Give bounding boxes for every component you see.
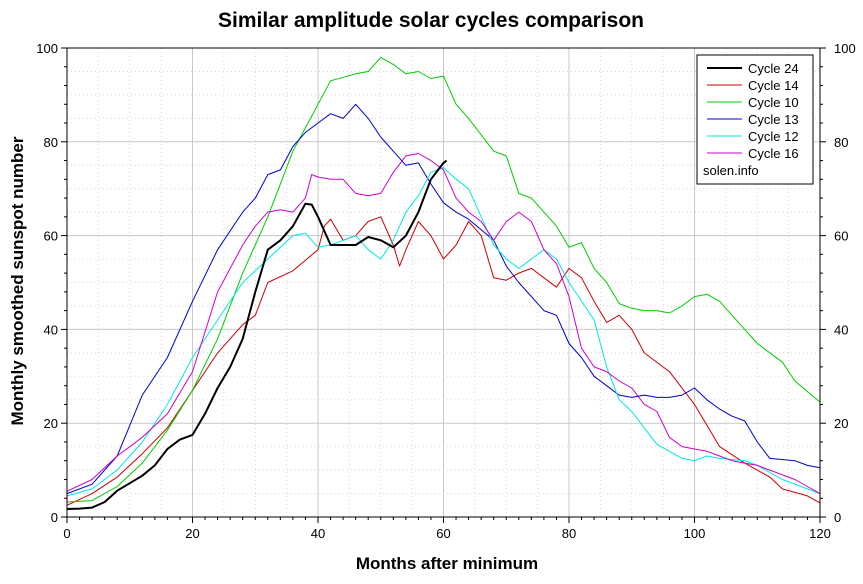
series-line-cycle-14: [66, 216, 821, 506]
y-tick-label-right: 0: [834, 510, 841, 525]
legend-label: Cycle 16: [748, 146, 799, 161]
series-line-cycle-16: [66, 153, 821, 495]
legend-label: Cycle 10: [748, 95, 799, 110]
x-tick-label: 20: [185, 526, 199, 541]
series-line-cycle-13: [66, 103, 821, 495]
x-tick-label: 80: [562, 526, 576, 541]
y-tick-label-left: 100: [36, 41, 58, 56]
chart-title: Similar amplitude solar cycles compariso…: [218, 9, 644, 32]
legend-label: Cycle 14: [748, 78, 799, 93]
y-tick-label-left: 20: [44, 416, 58, 431]
legend-label: Cycle 24: [748, 61, 799, 76]
plot-frame: [66, 47, 821, 518]
x-tick-label: 120: [809, 526, 831, 541]
x-tick-label: 40: [311, 526, 325, 541]
y-tick-label-left: 0: [51, 510, 58, 525]
legend: Cycle 24 Cycle 14 Cycle 10 Cycle 13 Cycle 12…: [696, 54, 814, 185]
x-tick-label: 100: [684, 526, 706, 541]
y-tick-label-left: 40: [44, 322, 58, 337]
x-tick-label: 0: [63, 526, 70, 541]
y-tick-label-left: 60: [44, 229, 58, 244]
series-lines: [66, 56, 821, 510]
y-tick-label-right: 20: [834, 416, 848, 431]
y-tick-label-left: 80: [44, 135, 58, 150]
series-line-cycle-24: [66, 159, 448, 510]
y-axis-label: Monthly smoothed sunspot number: [8, 136, 27, 425]
y-tick-label-right: 80: [834, 135, 848, 150]
y-tick-label-right: 100: [834, 41, 856, 56]
x-tick-label: 60: [436, 526, 450, 541]
legend-label: Cycle 13: [748, 112, 799, 127]
x-axis-label: Months after minimum: [356, 554, 538, 573]
series-line-cycle-10: [66, 56, 821, 503]
y-tick-label-right: 60: [834, 229, 848, 244]
y-tick-label-right: 40: [834, 322, 848, 337]
legend-label: Cycle 12: [748, 129, 799, 144]
legend-note: solen.info: [703, 163, 759, 178]
